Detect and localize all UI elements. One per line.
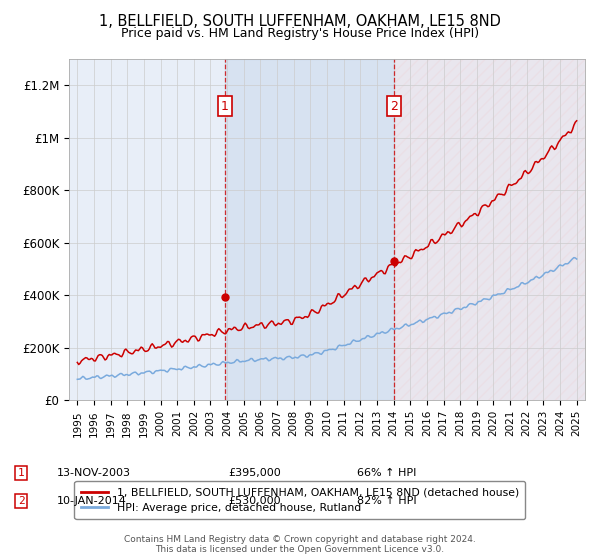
Text: Contains HM Land Registry data © Crown copyright and database right 2024.
This d: Contains HM Land Registry data © Crown c… (124, 535, 476, 554)
Text: 82% ↑ HPI: 82% ↑ HPI (357, 496, 416, 506)
Text: 1, BELLFIELD, SOUTH LUFFENHAM, OAKHAM, LE15 8ND: 1, BELLFIELD, SOUTH LUFFENHAM, OAKHAM, L… (99, 14, 501, 29)
Text: 66% ↑ HPI: 66% ↑ HPI (357, 468, 416, 478)
Text: £530,000: £530,000 (228, 496, 281, 506)
Bar (225, 59, 394, 400)
Bar (69, 59, 225, 400)
Text: 1: 1 (221, 100, 229, 113)
Text: 2: 2 (17, 496, 25, 506)
Text: 2: 2 (391, 100, 398, 113)
Text: 13-NOV-2003: 13-NOV-2003 (57, 468, 131, 478)
Text: 1: 1 (17, 468, 25, 478)
Legend: 1, BELLFIELD, SOUTH LUFFENHAM, OAKHAM, LE15 8ND (detached house), HPI: Average p: 1, BELLFIELD, SOUTH LUFFENHAM, OAKHAM, L… (74, 481, 526, 519)
Text: Price paid vs. HM Land Registry's House Price Index (HPI): Price paid vs. HM Land Registry's House … (121, 27, 479, 40)
Text: £395,000: £395,000 (228, 468, 281, 478)
Text: 10-JAN-2014: 10-JAN-2014 (57, 496, 127, 506)
Bar (394, 59, 585, 400)
